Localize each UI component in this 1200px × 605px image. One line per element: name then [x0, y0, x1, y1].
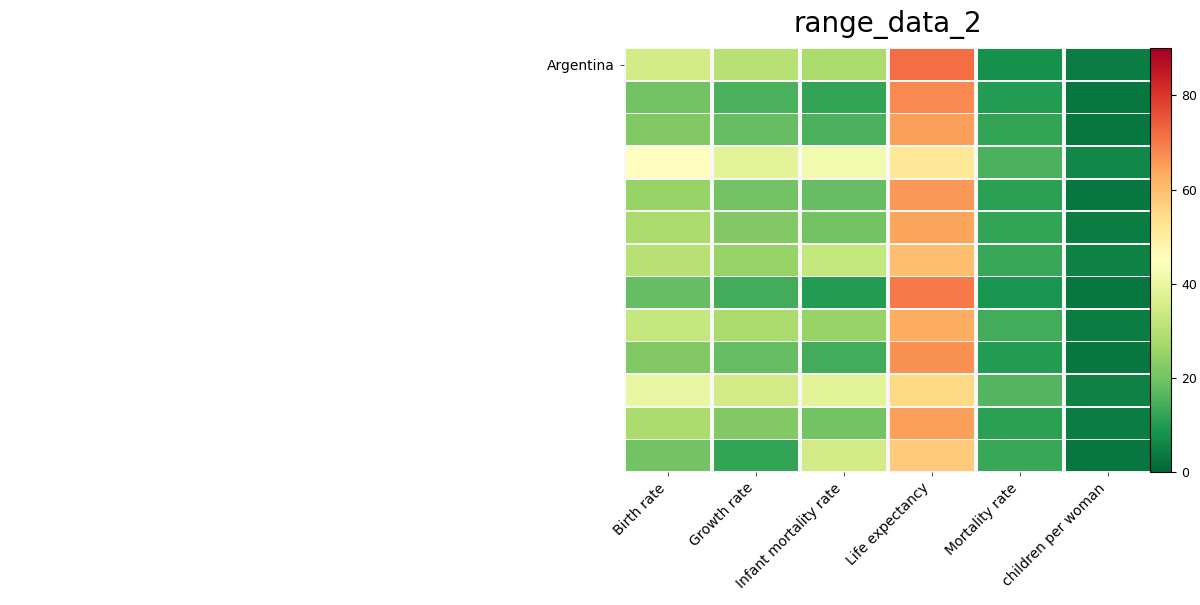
Bar	[803, 114, 886, 145]
Bar	[626, 310, 710, 341]
Bar	[890, 277, 974, 308]
Bar	[1067, 82, 1150, 113]
Bar	[714, 244, 798, 276]
Bar	[978, 440, 1062, 471]
Bar	[890, 375, 974, 406]
Bar	[803, 277, 886, 308]
Bar	[890, 180, 974, 211]
Bar	[714, 49, 798, 80]
Bar	[803, 440, 886, 471]
Bar	[803, 49, 886, 80]
Title: range_data_2: range_data_2	[793, 10, 983, 39]
Bar	[803, 147, 886, 178]
Bar	[890, 408, 974, 439]
Bar	[890, 147, 974, 178]
Bar	[714, 114, 798, 145]
Bar	[1067, 114, 1150, 145]
Bar	[890, 212, 974, 243]
Bar	[978, 82, 1062, 113]
Bar	[1067, 244, 1150, 276]
Bar	[714, 277, 798, 308]
Bar	[978, 49, 1062, 80]
Bar	[978, 147, 1062, 178]
Bar	[803, 408, 886, 439]
Bar	[1067, 440, 1150, 471]
Bar	[803, 342, 886, 373]
Bar	[803, 212, 886, 243]
Bar	[890, 310, 974, 341]
Bar	[890, 49, 974, 80]
Bar	[803, 244, 886, 276]
Bar	[1067, 147, 1150, 178]
Bar	[1067, 310, 1150, 341]
Bar	[1067, 212, 1150, 243]
Bar	[1067, 49, 1150, 80]
Bar	[714, 310, 798, 341]
Bar	[978, 212, 1062, 243]
Bar	[978, 244, 1062, 276]
Bar	[626, 82, 710, 113]
Bar	[978, 375, 1062, 406]
Bar	[803, 375, 886, 406]
Bar	[1067, 375, 1150, 406]
Bar	[890, 440, 974, 471]
Bar	[626, 114, 710, 145]
Bar	[978, 277, 1062, 308]
Bar	[890, 342, 974, 373]
Bar	[626, 212, 710, 243]
Bar	[714, 408, 798, 439]
Bar	[978, 342, 1062, 373]
Bar	[714, 342, 798, 373]
Bar	[714, 147, 798, 178]
Bar	[714, 180, 798, 211]
Bar	[978, 310, 1062, 341]
Bar	[803, 310, 886, 341]
Bar	[803, 82, 886, 113]
Bar	[1067, 180, 1150, 211]
Bar	[626, 147, 710, 178]
Bar	[890, 82, 974, 113]
Bar	[626, 277, 710, 308]
Bar	[714, 375, 798, 406]
Bar	[803, 180, 886, 211]
Bar	[890, 244, 974, 276]
Bar	[626, 408, 710, 439]
Bar	[714, 82, 798, 113]
Bar	[626, 49, 710, 80]
Bar	[978, 114, 1062, 145]
Bar	[1067, 342, 1150, 373]
Bar	[890, 114, 974, 145]
Bar	[1067, 277, 1150, 308]
Bar	[1067, 408, 1150, 439]
Bar	[714, 440, 798, 471]
Bar	[978, 180, 1062, 211]
Bar	[626, 180, 710, 211]
Bar	[626, 244, 710, 276]
Bar	[714, 212, 798, 243]
Bar	[626, 375, 710, 406]
Bar	[626, 342, 710, 373]
Bar	[978, 408, 1062, 439]
Bar	[626, 440, 710, 471]
